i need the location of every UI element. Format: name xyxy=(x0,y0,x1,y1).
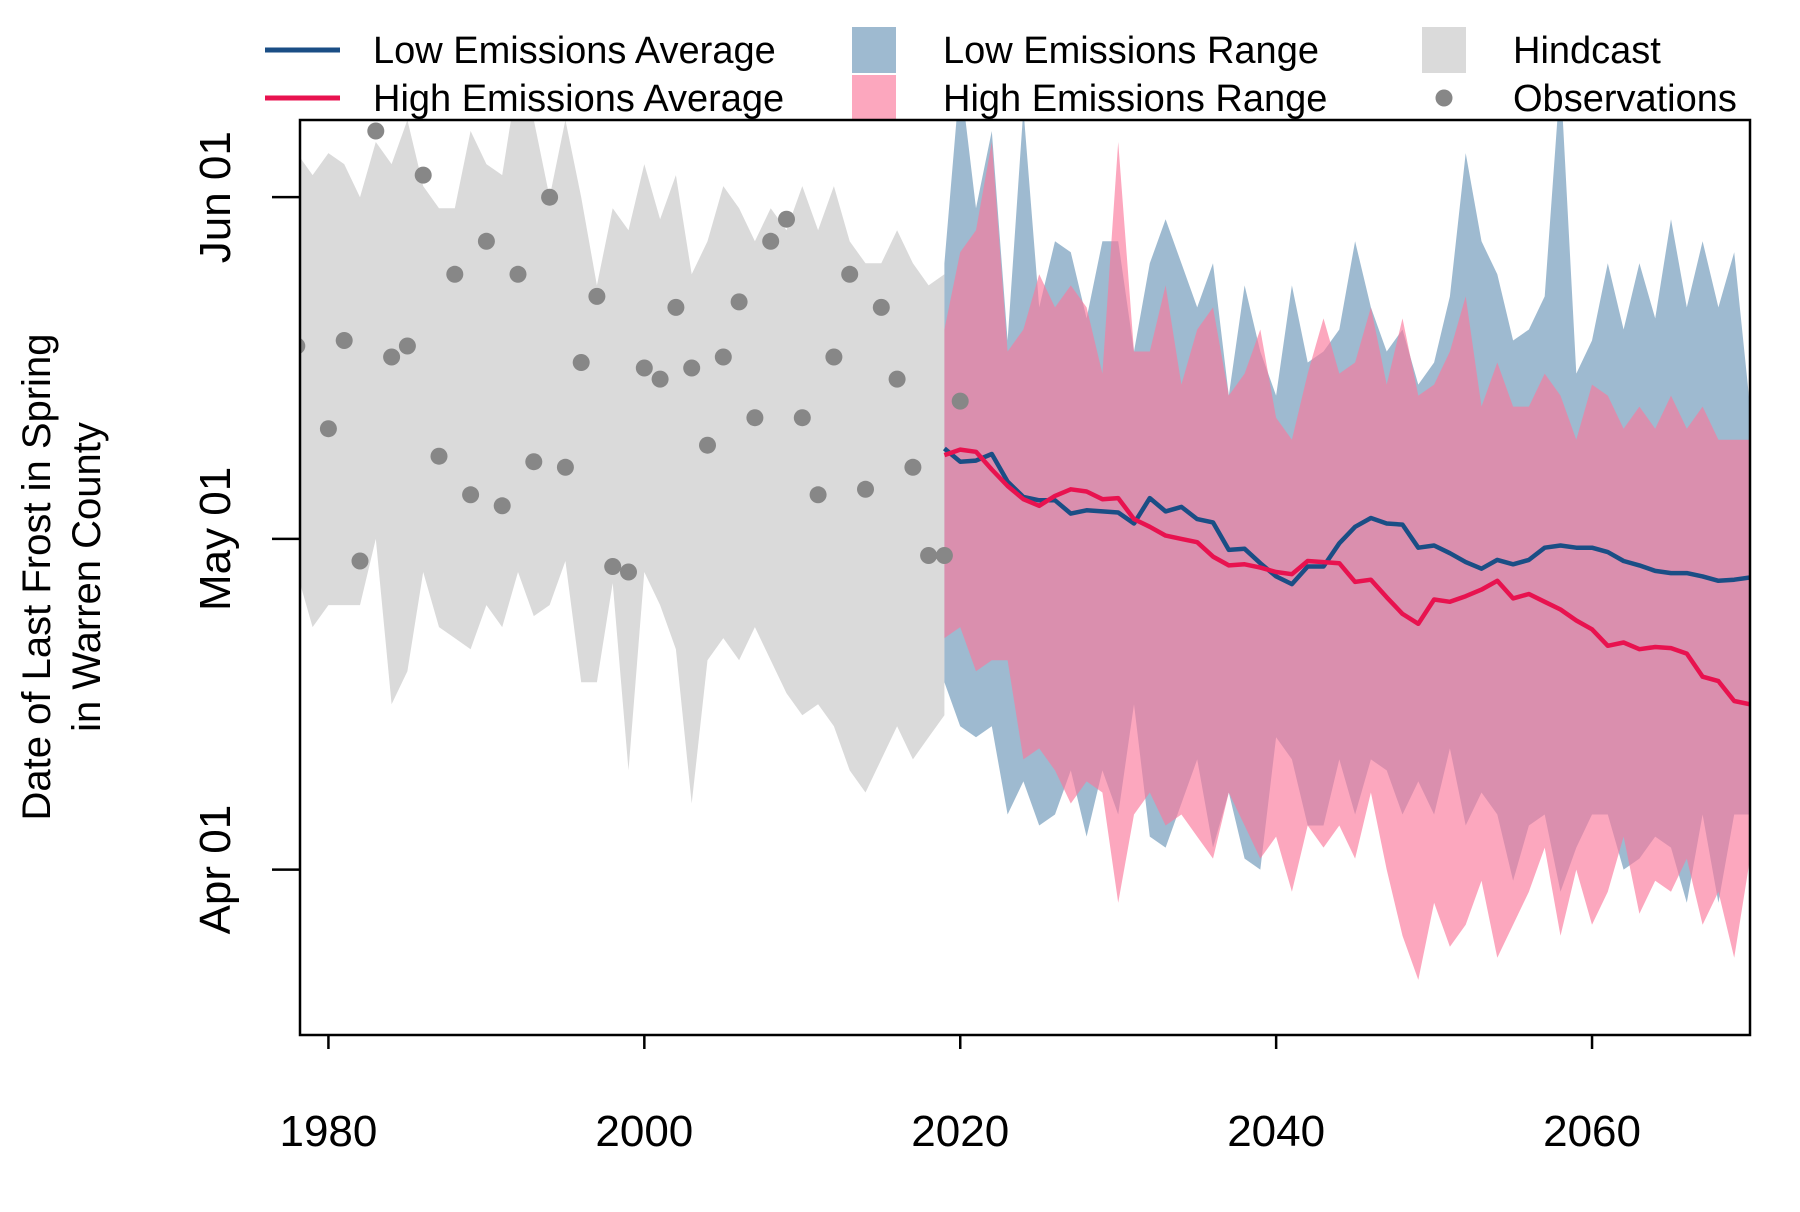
observation-point xyxy=(825,348,843,366)
x-tick-label: 1980 xyxy=(279,1107,377,1156)
x-tick-label: 2040 xyxy=(1227,1107,1325,1156)
y-axis-title-line-1: Date of Last Frost in Spring xyxy=(15,334,59,821)
observation-point xyxy=(635,359,653,377)
observation-point xyxy=(367,122,385,140)
y-axis-title-line-2: in Warren County xyxy=(65,422,109,732)
legend-point-swatch xyxy=(1435,89,1453,107)
x-axis: 1980 2000 2020 2040 2060 xyxy=(279,1035,1641,1156)
observation-point xyxy=(446,265,464,283)
observation-point xyxy=(841,265,859,283)
x-tick-label: 2060 xyxy=(1543,1107,1641,1156)
observation-point xyxy=(809,486,827,504)
observation-point xyxy=(319,420,337,438)
observation-point xyxy=(920,547,938,564)
observation-point xyxy=(572,354,590,371)
legend-label: High Emissions Range xyxy=(943,78,1327,120)
observation-point xyxy=(493,497,511,515)
x-tick-label: 2020 xyxy=(911,1107,1009,1156)
observation-point xyxy=(699,436,716,454)
observation-point xyxy=(588,287,606,305)
observation-point xyxy=(778,210,795,228)
observation-point xyxy=(541,188,559,206)
observation-point xyxy=(872,298,890,316)
observation-point xyxy=(667,298,685,316)
legend: Low Emissions Average Low Emissions Range… xyxy=(265,27,1737,121)
observation-point xyxy=(383,348,401,366)
observation-point xyxy=(556,458,574,476)
observation-point xyxy=(477,232,495,250)
observation-point xyxy=(730,293,748,311)
observation-point xyxy=(762,232,780,250)
observation-point xyxy=(714,348,732,366)
observations-layer xyxy=(300,122,969,581)
observation-point xyxy=(604,558,622,575)
high-emissions-range-layer xyxy=(944,142,1750,980)
observation-point xyxy=(620,563,637,581)
x-tick-label: 2000 xyxy=(595,1107,693,1156)
observation-point xyxy=(335,332,353,349)
observation-point xyxy=(525,453,543,471)
observation-point xyxy=(951,392,969,410)
legend-box-swatch xyxy=(1422,27,1466,73)
observation-point xyxy=(509,265,527,283)
observation-point xyxy=(857,480,874,498)
legend-box-swatch xyxy=(852,27,896,73)
observation-point xyxy=(904,458,922,476)
legend-label: Low Emissions Average xyxy=(373,30,776,72)
low-emissions-average-line xyxy=(942,446,1750,587)
legend-box-swatch xyxy=(852,75,896,121)
y-tick-label: Jun 01 xyxy=(191,131,240,263)
y-tick-label: May 01 xyxy=(191,467,240,611)
observation-point xyxy=(351,552,369,570)
observation-point xyxy=(398,337,416,355)
y-axis: Apr 01 May 01 Jun 01 xyxy=(191,131,300,934)
observation-point xyxy=(793,409,811,427)
observation-point xyxy=(300,338,306,354)
legend-label: Hindcast xyxy=(1513,30,1661,72)
high-emissions-average-line xyxy=(943,447,1750,707)
observation-point xyxy=(651,370,669,388)
legend-label: Observations xyxy=(1513,78,1737,120)
observation-point xyxy=(430,447,448,465)
legend-label: Low Emissions Range xyxy=(943,30,1319,72)
observation-point xyxy=(414,166,432,184)
hindcast-range-band xyxy=(300,120,945,804)
observation-point xyxy=(746,409,764,427)
high-emissions-average-layer xyxy=(943,447,1750,707)
high-emissions-range-band xyxy=(944,142,1750,980)
hindcast-range-layer xyxy=(300,120,945,804)
observation-point xyxy=(888,370,906,388)
observation-point xyxy=(683,359,701,377)
y-tick-label: Apr 01 xyxy=(191,805,240,935)
legend-label: High Emissions Average xyxy=(373,78,784,120)
plot-frame xyxy=(298,118,1752,1037)
observation-point xyxy=(935,547,953,564)
observation-point xyxy=(462,486,480,504)
low-emissions-average-layer xyxy=(942,446,1750,587)
